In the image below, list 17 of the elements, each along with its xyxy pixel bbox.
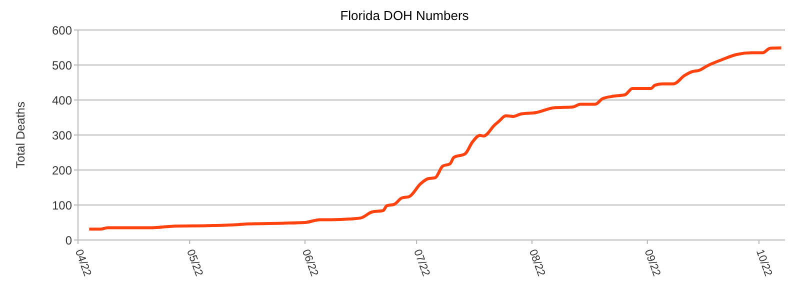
y-tick-label: 200 [52, 163, 72, 178]
chart-title: Florida DOH Numbers [339, 8, 470, 24]
y-tick-label: 600 [52, 23, 72, 38]
line-series [88, 46, 783, 231]
y-tick-label: 500 [52, 58, 72, 72]
y-tick-label: 0 [65, 233, 72, 248]
x-tick-label: 07/22 [411, 248, 432, 278]
y-tick-label: 100 [52, 198, 72, 212]
x-tick-label: 05/22 [184, 248, 205, 278]
x-tick-label: 06/22 [299, 248, 320, 278]
x-tick-label: 04/22 [72, 248, 94, 278]
x-tick-label: 09/22 [642, 248, 662, 278]
x-tick-label: 10/22 [753, 248, 774, 278]
y-tick-label: 300 [52, 128, 72, 142]
y-axis-title: Total Deaths [13, 102, 28, 168]
x-tick-label: 08/22 [526, 248, 548, 278]
y-tick-label: 400 [52, 93, 72, 108]
